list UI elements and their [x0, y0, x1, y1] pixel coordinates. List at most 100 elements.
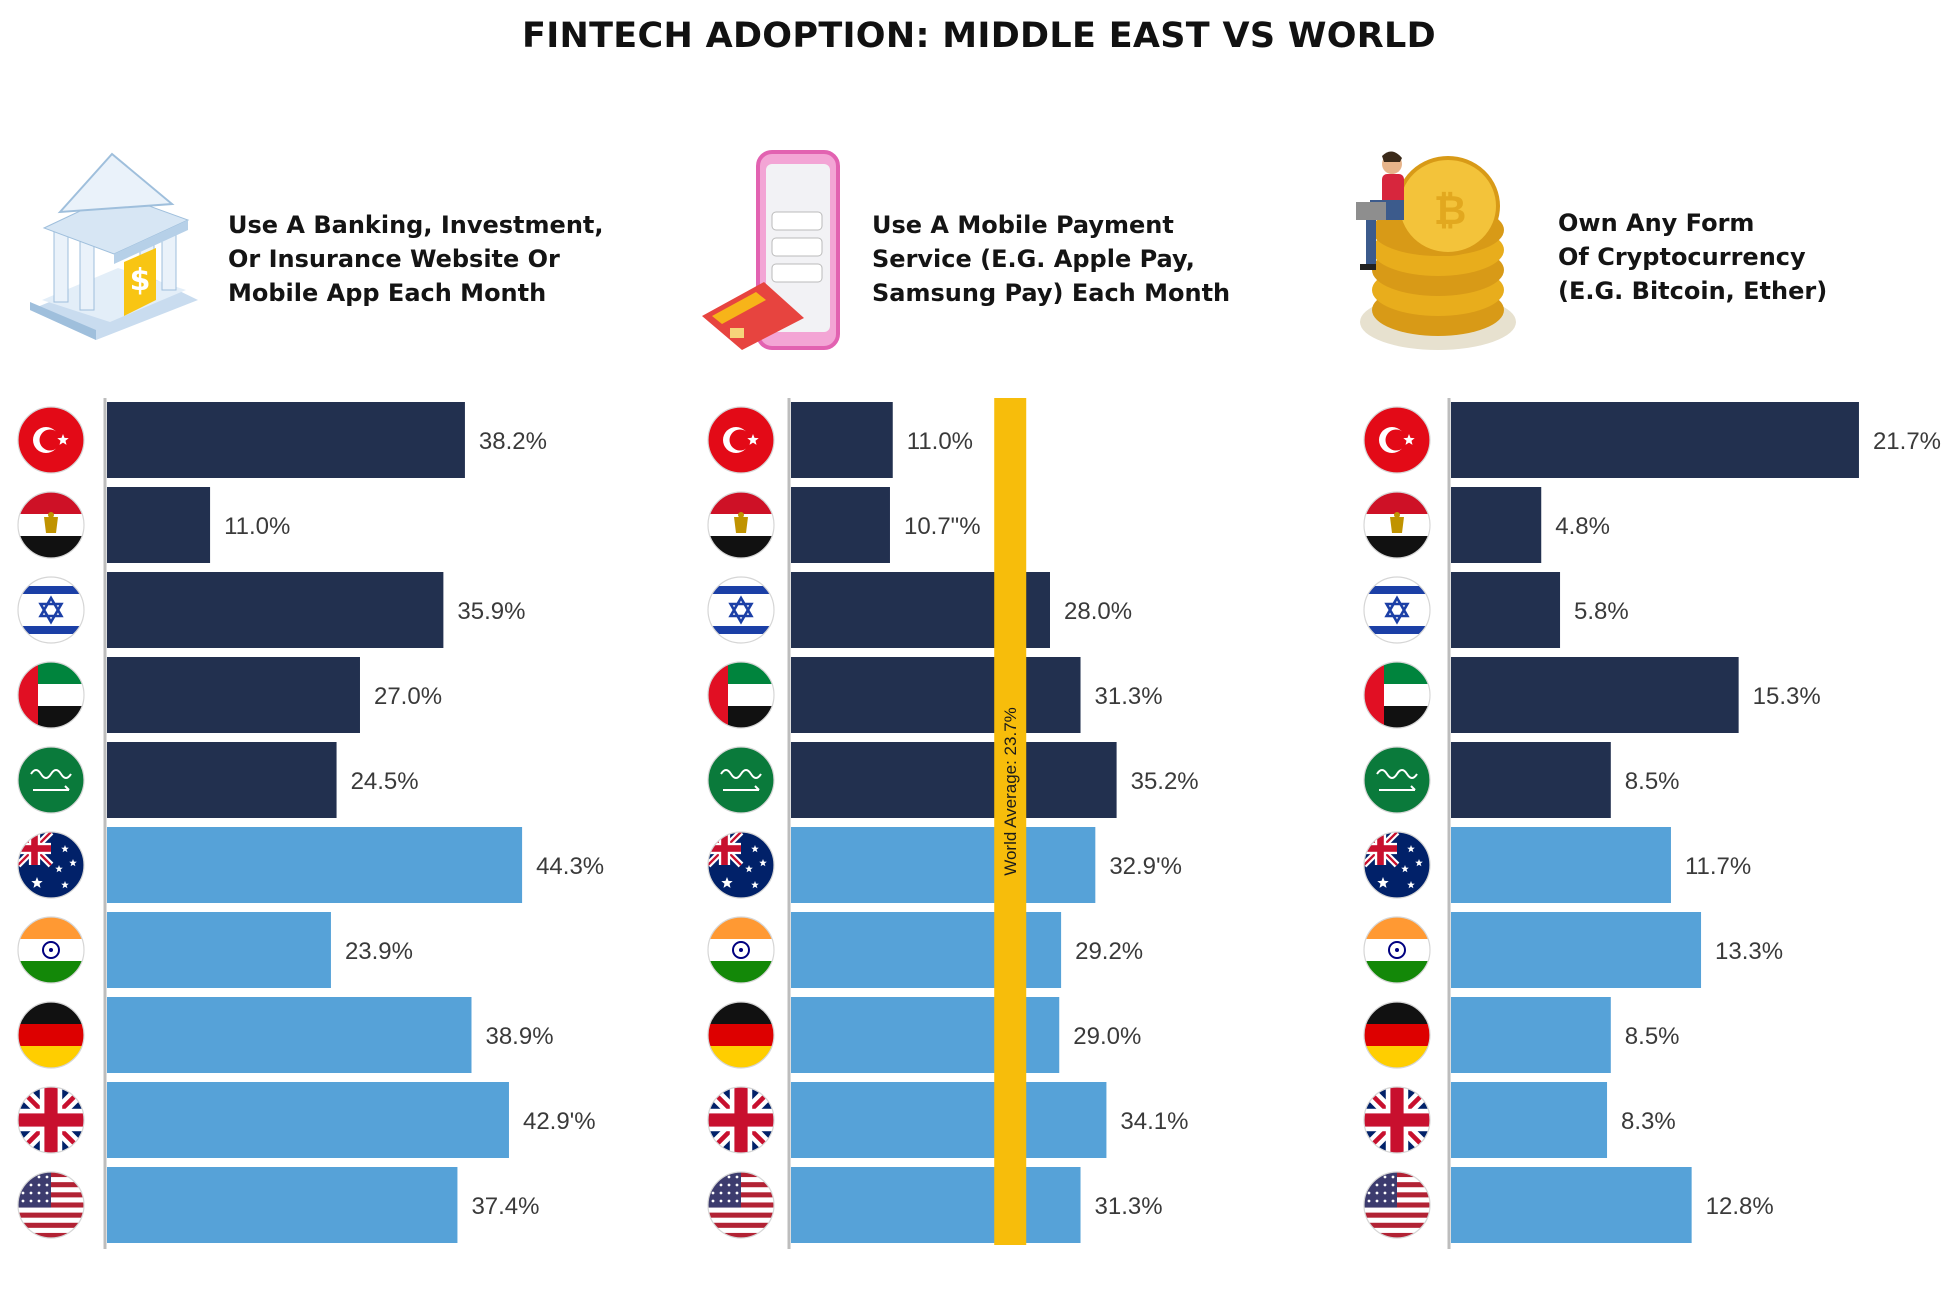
bar-value-label: 24.5% [351, 768, 419, 795]
bar-egypt [1451, 487, 1542, 563]
bar-usa [791, 1167, 1081, 1243]
bar-value-label: 8.3% [1621, 1108, 1676, 1135]
bar-uae [1451, 657, 1739, 733]
bar-saudi-arabia [1451, 742, 1611, 818]
uae-flag-icon [1363, 661, 1431, 729]
bar-value-label: 29.0% [1073, 1023, 1141, 1050]
usa-flag-icon [1363, 1171, 1431, 1239]
bar-value-label: 32.9'% [1109, 853, 1182, 880]
bar-value-label: 42.9'% [523, 1108, 596, 1135]
egypt-flag-icon [707, 491, 775, 559]
bar-value-label: 37.4% [471, 1193, 539, 1220]
svg-text:₿: ₿ [1434, 188, 1467, 234]
bar-uae [107, 657, 360, 733]
heading-line: Use A Banking, Investment, [228, 211, 604, 239]
bar-value-label: 38.2% [479, 428, 547, 455]
heading-line: Own Any Form [1558, 209, 1755, 237]
bar-value-label: 11.0% [907, 428, 973, 455]
bar-value-label: 35.2% [1131, 768, 1199, 795]
heading-line: Service (E.G. Apple Pay, [872, 245, 1195, 273]
bar-value-label: 29.2% [1075, 938, 1143, 965]
bar-value-label: 38.9% [485, 1023, 553, 1050]
saudi-arabia-flag-icon [17, 746, 85, 814]
australia-flag-icon [707, 831, 775, 899]
bar-value-label: 5.8% [1574, 598, 1629, 625]
bar-value-label: 15.3% [1753, 683, 1821, 710]
bank-building-icon: $ [30, 152, 198, 340]
bar-saudi-arabia [107, 742, 337, 818]
germany-flag-icon [17, 1001, 85, 1069]
panel-heading-crypto: Own Any Form Of Cryptocurrency (E.G. Bit… [1558, 206, 1827, 308]
bar-australia [107, 827, 523, 903]
bar-israel [1451, 572, 1561, 648]
uk-flag-icon [1363, 1086, 1431, 1154]
turkey-flag-icon [1363, 406, 1431, 474]
bar-value-label: 8.5% [1625, 1023, 1680, 1050]
bar-value-label: 31.3% [1095, 683, 1163, 710]
bar-uk [107, 1082, 509, 1158]
bar-turkey [1451, 402, 1859, 478]
heading-line: (E.G. Bitcoin, Ether) [1558, 277, 1828, 305]
turkey-flag-icon [17, 406, 85, 474]
bar-value-label: 13.3% [1715, 938, 1783, 965]
heading-line: Mobile App Each Month [228, 279, 547, 307]
heading-line: Use A Mobile Payment [872, 211, 1174, 239]
bar-turkey [107, 402, 465, 478]
heading-line: Or Insurance Website Or [228, 245, 560, 273]
bar-saudi-arabia [791, 742, 1117, 818]
heading-line: Of Cryptocurrency [1558, 243, 1806, 271]
india-flag-icon [1363, 916, 1431, 984]
australia-flag-icon [1363, 831, 1431, 899]
germany-flag-icon [707, 1001, 775, 1069]
world-average-label: World Average: 23.7% [1001, 707, 1020, 876]
bar-value-label: 44.3% [536, 853, 604, 880]
bar-value-label: 31.3% [1095, 1193, 1163, 1220]
australia-flag-icon [17, 831, 85, 899]
world-average-line [994, 398, 1027, 1245]
bar-uae [791, 657, 1081, 733]
turkey-flag-icon [707, 406, 775, 474]
saudi-arabia-flag-icon [707, 746, 775, 814]
panel-heading-mobile-payment: Use A Mobile Payment Service (E.G. Apple… [872, 208, 1230, 310]
usa-flag-icon [17, 1171, 85, 1239]
uk-flag-icon [707, 1086, 775, 1154]
usa-flag-icon [707, 1171, 775, 1239]
bar-value-label: 10.7"% [904, 513, 981, 540]
bar-value-label: 12.8% [1706, 1193, 1774, 1220]
bar-uk [791, 1082, 1107, 1158]
bar-value-label: 21.7% [1873, 428, 1941, 455]
bar-value-label: 34.1% [1120, 1108, 1188, 1135]
india-flag-icon [17, 916, 85, 984]
egypt-flag-icon [1363, 491, 1431, 559]
india-flag-icon [707, 916, 775, 984]
panel-heading-banking: Use A Banking, Investment, Or Insurance … [228, 208, 604, 310]
bar-turkey [791, 402, 893, 478]
bar-australia [1451, 827, 1671, 903]
mobile-payment-phone-icon [702, 150, 840, 350]
israel-flag-icon [17, 576, 85, 644]
bar-value-label: 23.9% [345, 938, 413, 965]
germany-flag-icon [1363, 1001, 1431, 1069]
bar-germany [1451, 997, 1611, 1073]
svg-text:$: $ [130, 263, 151, 298]
israel-flag-icon [1363, 576, 1431, 644]
bar-value-label: 4.8% [1555, 513, 1610, 540]
israel-flag-icon [707, 576, 775, 644]
bar-usa [1451, 1167, 1692, 1243]
bar-egypt [791, 487, 890, 563]
bar-value-label: 35.9% [457, 598, 525, 625]
bar-value-label: 8.5% [1625, 768, 1680, 795]
bar-australia [791, 827, 1096, 903]
bar-usa [107, 1167, 458, 1243]
bar-egypt [107, 487, 211, 563]
uae-flag-icon [707, 661, 775, 729]
bar-value-label: 11.7% [1685, 853, 1751, 880]
bar-india [1451, 912, 1702, 988]
bar-value-label: 11.0% [224, 513, 290, 540]
chart-title: FINTECH ADOPTION: MIDDLE EAST VS WORLD [522, 16, 1436, 56]
bar-value-label: 28.0% [1064, 598, 1132, 625]
bar-uk [1451, 1082, 1608, 1158]
bar-india [107, 912, 331, 988]
uk-flag-icon [17, 1086, 85, 1154]
